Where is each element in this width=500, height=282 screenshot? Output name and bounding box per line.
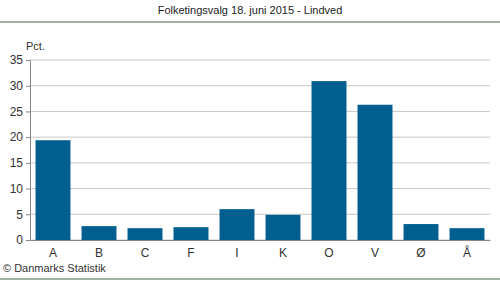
y-tick-label: 15 [10, 156, 24, 170]
x-tick-label: O [324, 246, 333, 260]
bar [220, 209, 255, 240]
grid-line [30, 137, 490, 138]
y-tick-mark [26, 60, 30, 61]
y-tick-mark [26, 189, 30, 190]
x-tick: V [371, 240, 379, 260]
y-axis: 0 5 10 15 20 25 30 35 [10, 53, 31, 247]
grid-line [30, 214, 490, 215]
y-tick-label: 10 [10, 182, 24, 196]
bar [174, 227, 209, 240]
y-tick-label: 25 [10, 105, 24, 119]
y-tick-label: 0 [16, 233, 23, 247]
grid [30, 60, 490, 240]
x-tick-label: C [141, 246, 150, 260]
x-tick-label: Å [463, 245, 471, 260]
title: Folketingsvalg 18. juni 2015 - Lindved [158, 4, 343, 16]
x-tick-label: F [187, 246, 194, 260]
x-tick-label: A [49, 246, 57, 260]
x-tick-label: I [235, 246, 238, 260]
y-tick-mark [26, 240, 30, 241]
y-tick: 15 [10, 156, 30, 170]
bar [128, 228, 163, 240]
x-axis-line [31, 240, 491, 241]
grid-line [30, 111, 490, 112]
x-tick: K [279, 240, 287, 260]
y-tick-label: 5 [16, 208, 23, 222]
x-axis: ABCFIKOVØÅ [31, 240, 491, 260]
y-tick: 30 [10, 79, 30, 93]
x-tick: I [235, 240, 238, 260]
bar [312, 81, 347, 240]
y-tick: 5 [16, 208, 30, 222]
grid-line [30, 85, 490, 86]
bar [266, 215, 301, 240]
bar [82, 226, 117, 240]
frame-line [0, 279, 500, 280]
grid-line [30, 162, 490, 163]
bar [358, 105, 393, 240]
x-tick: Ø [416, 240, 425, 260]
y-tick: 25 [10, 105, 30, 119]
y-tick: 20 [10, 130, 30, 144]
grid-line [30, 188, 490, 189]
bars [36, 81, 485, 240]
bar [404, 224, 439, 240]
x-tick: A [49, 240, 57, 260]
y-tick: 0 [16, 233, 30, 247]
y-tick-mark [26, 214, 30, 215]
y-tick: 10 [10, 182, 30, 196]
chart: Folketingsvalg 18. juni 2015 - Lindved 0 5… [0, 0, 500, 282]
x-tick: O [324, 240, 333, 260]
x-tick-label: V [371, 246, 379, 260]
bar [450, 228, 485, 240]
source: © Danmarks Statistik [3, 262, 106, 274]
frame-line [0, 22, 500, 23]
x-tick: B [95, 240, 103, 260]
bar [36, 140, 71, 240]
y-tick-mark [26, 163, 30, 164]
x-tick: F [187, 240, 194, 260]
x-tick: C [141, 240, 150, 260]
x-tick: Å [463, 240, 471, 260]
y-axis-label: Pct. [26, 40, 45, 52]
x-tick-label: B [95, 246, 103, 260]
y-tick-mark [26, 86, 30, 87]
y-tick-label: 30 [10, 79, 24, 93]
y-tick: 35 [10, 53, 30, 67]
grid-line [30, 60, 490, 61]
y-tick-label: 35 [10, 53, 24, 67]
y-tick-label: 20 [10, 130, 24, 144]
x-tick-label: Ø [416, 246, 425, 260]
y-tick-mark [26, 111, 30, 112]
x-tick-label: K [279, 246, 287, 260]
y-tick-mark [26, 137, 30, 138]
y-axis-line [26, 61, 31, 241]
